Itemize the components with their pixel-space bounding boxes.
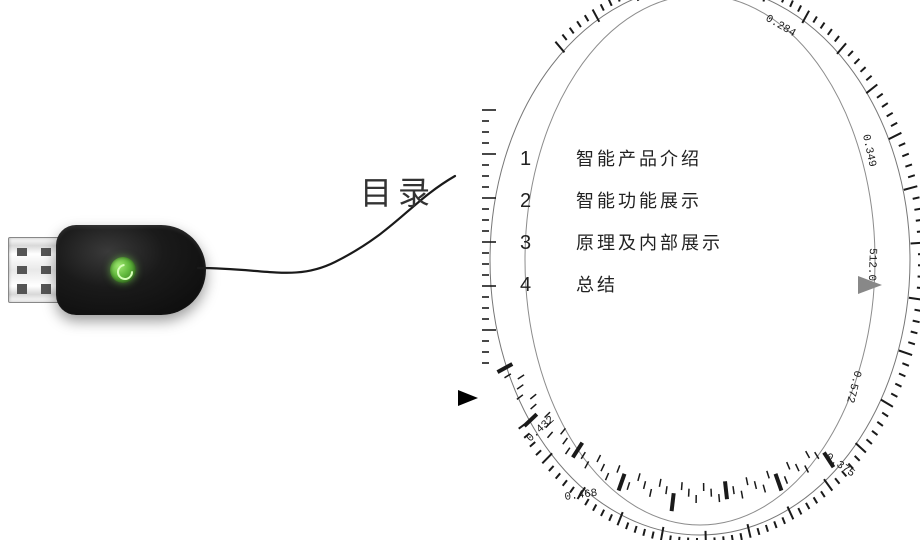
toc-item: 3 原理及内部展示 (520, 229, 723, 255)
svg-text:0.432: 0.432 (525, 414, 558, 445)
svg-text:0.572: 0.572 (843, 369, 863, 404)
toc-item: 1 智能产品介绍 (520, 145, 723, 171)
toc-item: 4 总结 (520, 271, 723, 297)
toc-item-label: 智能功能展示 (576, 187, 702, 213)
toc-item-num: 3 (520, 232, 536, 255)
usb-metal-plug (8, 237, 60, 303)
toc-item-label: 智能产品介绍 (576, 145, 702, 171)
toc-list: 1 智能产品介绍 2 智能功能展示 3 原理及内部展示 4 总结 (520, 145, 723, 313)
toc-item-num: 2 (520, 190, 536, 213)
toc-item-label: 原理及内部展示 (576, 229, 723, 255)
dial-pointer-icon (858, 276, 882, 294)
toc-item-num: 1 (520, 148, 536, 171)
svg-text:0.349: 0.349 (859, 133, 878, 168)
usb-illustration (8, 225, 208, 315)
page-title: 目录 (360, 168, 436, 214)
usb-led-icon (110, 257, 136, 283)
svg-text:0.468: 0.468 (564, 487, 598, 503)
toc-item-num: 4 (520, 274, 536, 297)
toc-item: 2 智能功能展示 (520, 187, 723, 213)
svg-text:0.375: 0.375 (823, 451, 857, 480)
toc-item-label: 总结 (576, 271, 618, 297)
svg-text:0.284: 0.284 (763, 13, 798, 40)
svg-text:512.0: 512.0 (865, 248, 878, 281)
